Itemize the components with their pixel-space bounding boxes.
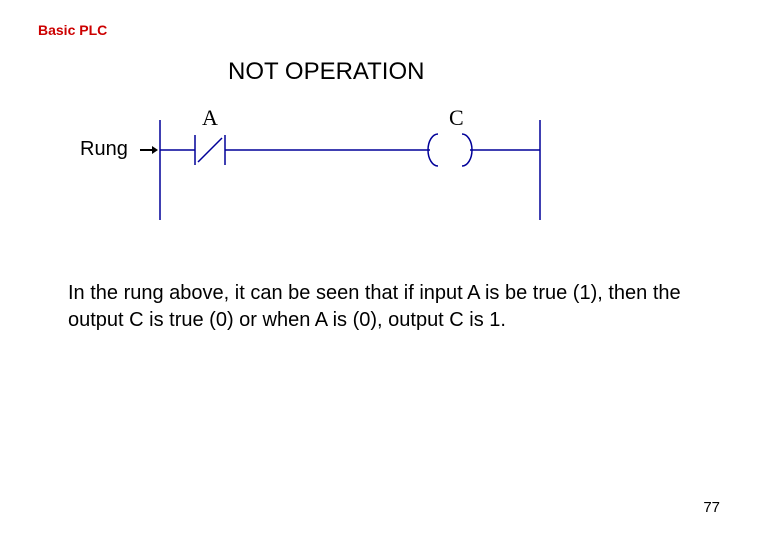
slide-header: Basic PLC	[38, 22, 107, 38]
rung-arrow-head	[152, 146, 158, 154]
description-text: In the rung above, it can be seen that i…	[68, 280, 720, 334]
title-text: NOT OPERATION	[228, 58, 424, 85]
header-text: Basic PLC	[38, 22, 107, 38]
slide-title: NOT OPERATION	[228, 58, 424, 86]
rung-label: Rung	[80, 138, 128, 161]
page-number: 77	[703, 499, 720, 516]
nc-contact-slash	[198, 138, 222, 162]
ladder-diagram	[140, 100, 580, 240]
